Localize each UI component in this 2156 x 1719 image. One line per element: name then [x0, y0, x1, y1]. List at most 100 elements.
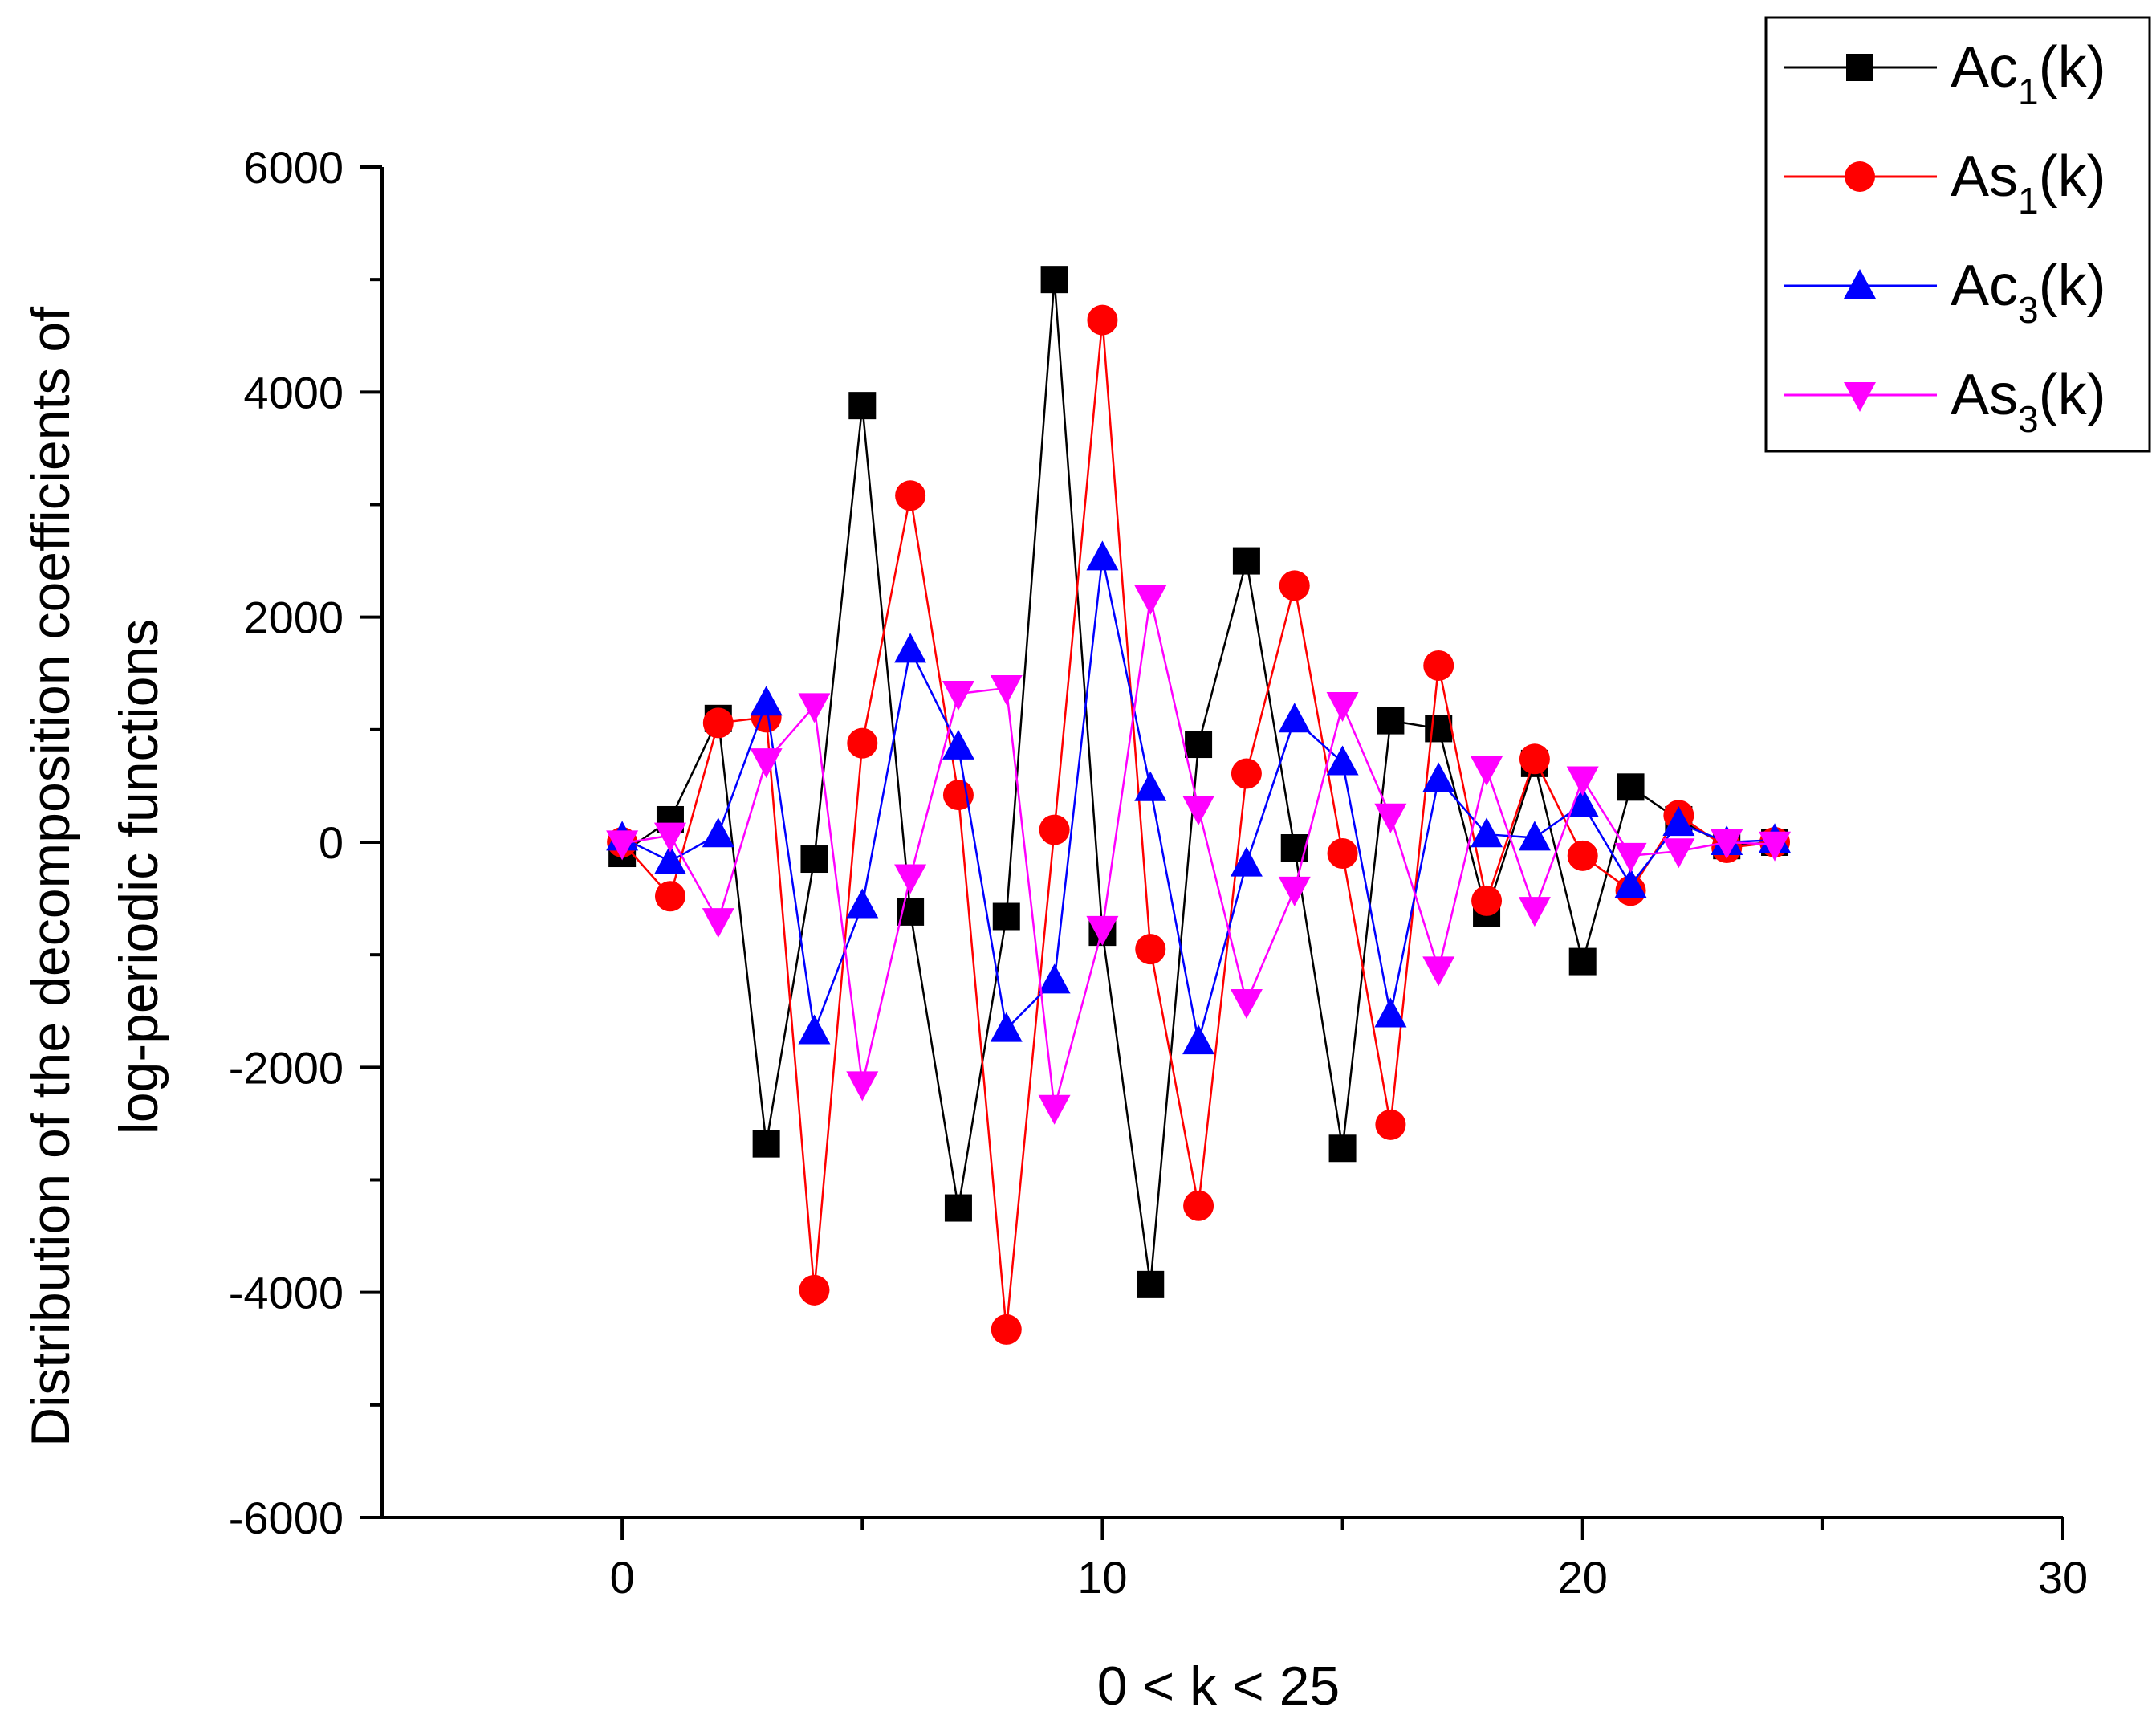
- data-point: [1614, 842, 1647, 873]
- legend-marker: [1844, 269, 1876, 299]
- data-point: [798, 1014, 831, 1045]
- series-ac3k: [606, 540, 1792, 1055]
- data-point: [1230, 846, 1263, 877]
- data-point: [1662, 838, 1695, 869]
- data-point: [1566, 766, 1599, 796]
- x-tick-label: 20: [1558, 1552, 1608, 1603]
- data-point: [1135, 934, 1166, 965]
- data-point: [1086, 540, 1119, 571]
- data-point: [1374, 803, 1407, 833]
- data-point: [944, 1194, 972, 1222]
- data-point: [895, 480, 926, 511]
- y-tick-label: -2000: [229, 1042, 344, 1093]
- data-point: [1425, 715, 1453, 743]
- data-point: [1377, 707, 1405, 735]
- data-point: [800, 845, 828, 874]
- data-point: [1087, 304, 1118, 336]
- data-point: [1422, 762, 1455, 792]
- data-point: [1423, 650, 1454, 681]
- data-point: [799, 1274, 830, 1306]
- x-tick-label: 30: [2038, 1552, 2088, 1603]
- data-point: [1185, 731, 1213, 759]
- data-point: [1278, 703, 1311, 733]
- legend-entry: As1(k): [1784, 145, 2106, 222]
- legend-marker: [1845, 161, 1875, 192]
- data-point: [1231, 758, 1262, 789]
- data-point: [1328, 1134, 1357, 1163]
- y-tick-label: 2000: [243, 593, 344, 643]
- data-point: [654, 881, 685, 912]
- data-point: [1471, 756, 1503, 786]
- data-point: [990, 674, 1023, 705]
- data-point: [1567, 840, 1598, 871]
- data-point: [1182, 795, 1215, 825]
- data-point: [1137, 1270, 1165, 1298]
- data-point: [1038, 1094, 1071, 1125]
- data-point: [1759, 831, 1792, 862]
- legend: Ac1(k) As1(k) Ac3(k) As3(k): [1764, 16, 2151, 453]
- data-point: [702, 707, 734, 739]
- data-point: [942, 680, 974, 711]
- data-point: [653, 844, 686, 874]
- x-tick-label: 0: [610, 1552, 635, 1603]
- data-point: [702, 817, 734, 848]
- data-point: [752, 1130, 780, 1158]
- data-point: [1279, 570, 1310, 601]
- y-tick-label: -6000: [229, 1493, 344, 1543]
- data-point: [1662, 806, 1695, 837]
- data-point: [1230, 989, 1263, 1020]
- data-point: [653, 822, 686, 853]
- x-tick-label: 10: [1077, 1552, 1127, 1603]
- series-line: [621, 279, 1776, 1285]
- data-point: [1327, 838, 1358, 870]
- data-point: [702, 908, 734, 939]
- data-point: [1040, 266, 1068, 294]
- legend-marker: [1844, 382, 1876, 412]
- data-point: [1617, 773, 1645, 801]
- data-point: [1038, 963, 1071, 994]
- axis-titles: 0 < k < 25 Distribution of the decomposi…: [20, 307, 1340, 1717]
- data-point: [991, 1314, 1022, 1345]
- data-point: [1422, 956, 1455, 987]
- data-point: [606, 830, 639, 861]
- data-point: [1039, 814, 1070, 845]
- data-point: [1518, 897, 1551, 927]
- data-point: [1518, 821, 1551, 851]
- data-point: [848, 392, 877, 420]
- data-point: [1374, 997, 1407, 1028]
- data-point: [1375, 1109, 1406, 1140]
- y-axis-title-line2: log-periodic functions: [108, 619, 169, 1135]
- data-point: [846, 1071, 879, 1102]
- y-tick-label: -4000: [229, 1268, 344, 1318]
- series-layer: [606, 266, 1792, 1345]
- data-point: [894, 864, 927, 894]
- data-point: [1278, 876, 1311, 906]
- y-axis-title-line1: Distribution of the decomposition coeffi…: [20, 307, 81, 1447]
- data-point: [847, 727, 878, 759]
- data-point: [1471, 817, 1503, 848]
- y-tick-label: 4000: [243, 367, 344, 418]
- series-ac1k: [608, 266, 1789, 1298]
- data-point: [1471, 885, 1503, 916]
- legend-label: As1(k): [1951, 145, 2106, 222]
- series-as3k: [606, 585, 1792, 1125]
- data-point: [798, 693, 831, 723]
- data-point: [846, 888, 879, 919]
- data-point: [1326, 745, 1359, 776]
- data-point: [894, 633, 927, 663]
- y-tick-label: 0: [319, 817, 344, 868]
- legend-entry: Ac3(k): [1784, 254, 2106, 331]
- data-point: [990, 1012, 1023, 1042]
- data-point: [1280, 834, 1308, 862]
- data-point: [1568, 947, 1597, 976]
- data-point: [1232, 547, 1260, 575]
- legend-entry: Ac1(k): [1784, 35, 2106, 112]
- x-axis-title: 0 < k < 25: [1097, 1656, 1340, 1717]
- data-point: [1566, 787, 1599, 817]
- y-tick-label: 6000: [243, 142, 344, 193]
- legend-marker: [1846, 54, 1873, 81]
- data-point: [1711, 829, 1743, 859]
- data-point: [992, 902, 1020, 931]
- legend-label: As3(k): [1951, 363, 2106, 440]
